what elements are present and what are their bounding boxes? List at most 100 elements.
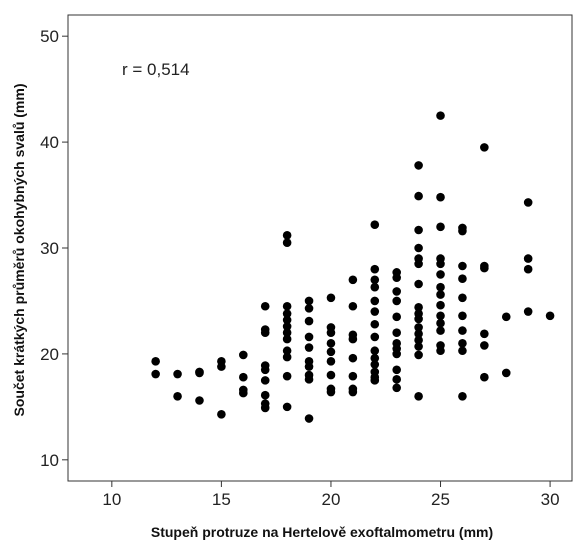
data-point	[282, 346, 292, 356]
plot-area	[67, 14, 573, 482]
data-point	[370, 275, 380, 285]
data-point	[392, 365, 401, 375]
data-point	[282, 301, 292, 311]
data-point	[436, 259, 445, 269]
data-point	[414, 161, 423, 170]
data-point	[348, 387, 358, 397]
data-point	[392, 328, 401, 338]
axis-ticks: 10 15 20 25 30 10 20 30 40 50	[40, 27, 559, 509]
y-tick-label: 20	[40, 345, 59, 364]
data-point	[304, 296, 314, 306]
data-point	[392, 349, 401, 359]
data-point	[458, 274, 467, 284]
data-point	[414, 303, 423, 312]
data-point	[436, 282, 445, 292]
data-point	[501, 312, 511, 322]
data-point	[458, 326, 467, 335]
data-point	[260, 390, 270, 400]
data-point	[348, 275, 358, 285]
data-point	[414, 391, 423, 401]
data-point	[414, 323, 423, 332]
data-point	[458, 226, 467, 236]
data-point	[282, 352, 292, 362]
y-tick-label: 50	[40, 27, 59, 46]
data-points	[151, 111, 555, 423]
data-point	[414, 279, 423, 289]
data-point	[436, 311, 445, 321]
data-point	[414, 225, 423, 235]
x-tick-label: 30	[541, 490, 560, 509]
data-point	[414, 329, 423, 339]
data-point	[501, 368, 511, 378]
data-point	[414, 191, 423, 201]
data-point	[523, 198, 533, 207]
data-point	[326, 387, 336, 397]
data-point	[392, 287, 401, 296]
x-tick-label: 20	[321, 490, 340, 509]
data-point	[173, 391, 182, 401]
data-point	[326, 339, 336, 348]
data-point	[326, 293, 336, 303]
data-point	[348, 371, 358, 381]
data-point	[414, 243, 423, 253]
data-point	[523, 254, 533, 263]
data-point	[392, 375, 401, 384]
data-point	[260, 328, 270, 338]
y-tick-label: 40	[40, 133, 59, 152]
data-point	[326, 370, 336, 380]
data-point	[282, 230, 292, 240]
data-point	[436, 222, 445, 232]
x-tick-label: 15	[212, 490, 231, 509]
data-point	[239, 388, 248, 398]
data-point	[436, 318, 445, 328]
data-point	[480, 341, 489, 350]
data-point	[304, 304, 314, 313]
data-point	[304, 375, 314, 384]
data-point	[458, 261, 467, 271]
data-point	[370, 307, 380, 316]
data-point	[458, 293, 467, 303]
data-point	[260, 365, 270, 375]
data-point	[392, 273, 401, 282]
data-point	[304, 414, 314, 423]
data-point	[370, 296, 380, 306]
data-point	[217, 409, 226, 419]
data-point	[436, 290, 445, 299]
data-point	[436, 326, 445, 335]
data-point	[326, 328, 336, 338]
data-point	[173, 369, 182, 379]
data-point	[480, 372, 489, 382]
data-point	[282, 309, 292, 318]
data-point	[195, 396, 204, 405]
data-point	[458, 346, 467, 356]
data-point	[348, 334, 358, 344]
data-point	[523, 307, 533, 316]
x-tick-label: 10	[102, 490, 121, 509]
data-point	[282, 315, 292, 325]
data-point	[348, 353, 358, 363]
data-point	[545, 311, 555, 321]
data-point	[436, 270, 445, 279]
data-point	[458, 391, 467, 401]
data-point	[414, 350, 423, 360]
data-point	[195, 368, 204, 378]
data-point	[370, 360, 380, 369]
data-point	[260, 376, 270, 385]
data-point	[370, 319, 380, 329]
data-point	[370, 346, 380, 356]
data-point	[260, 301, 270, 311]
y-axis-label: Součet krátkých průměrů okohybných svalů…	[11, 84, 27, 417]
data-point	[282, 328, 292, 338]
data-point	[239, 350, 248, 360]
data-point	[370, 376, 380, 385]
data-point	[326, 347, 336, 357]
data-point	[217, 362, 226, 371]
data-point	[392, 296, 401, 306]
data-point	[239, 372, 248, 382]
data-point	[392, 383, 401, 393]
data-point	[370, 332, 380, 342]
data-point	[260, 403, 270, 413]
data-point	[326, 357, 336, 366]
data-point	[282, 371, 292, 381]
y-tick-label: 30	[40, 239, 59, 258]
